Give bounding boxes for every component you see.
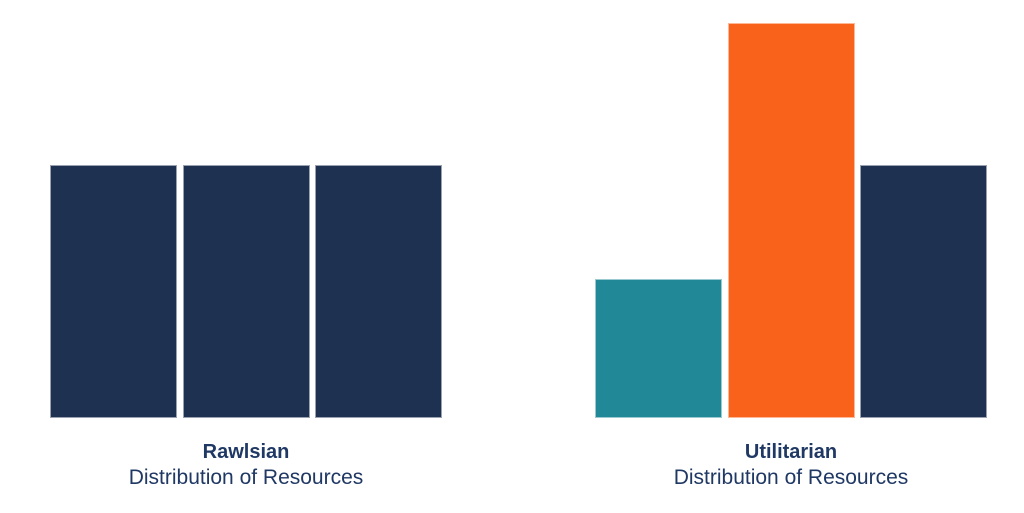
rawlsian-title: Rawlsian xyxy=(202,441,290,463)
utilitarian-subtitle: Distribution of Resources xyxy=(673,466,909,489)
utilitarian-bar-2 xyxy=(727,23,855,418)
rawlsian-bar-3 xyxy=(315,165,442,418)
rawlsian-bar-2 xyxy=(182,165,310,418)
rawlsian-bar-1 xyxy=(50,165,177,418)
rawlsian-subtitle: Distribution of Resources xyxy=(128,466,364,489)
utilitarian-title: Utilitarian xyxy=(744,441,838,463)
rawlsian-caption: Rawlsian Distribution of Resources xyxy=(50,440,442,491)
rawlsian-bar-group xyxy=(50,0,442,418)
utilitarian-caption: Utilitarian Distribution of Resources xyxy=(595,440,987,491)
utilitarian-bar-group xyxy=(595,0,987,418)
utilitarian-bar-1 xyxy=(595,279,722,418)
utilitarian-bar-3 xyxy=(860,165,987,418)
